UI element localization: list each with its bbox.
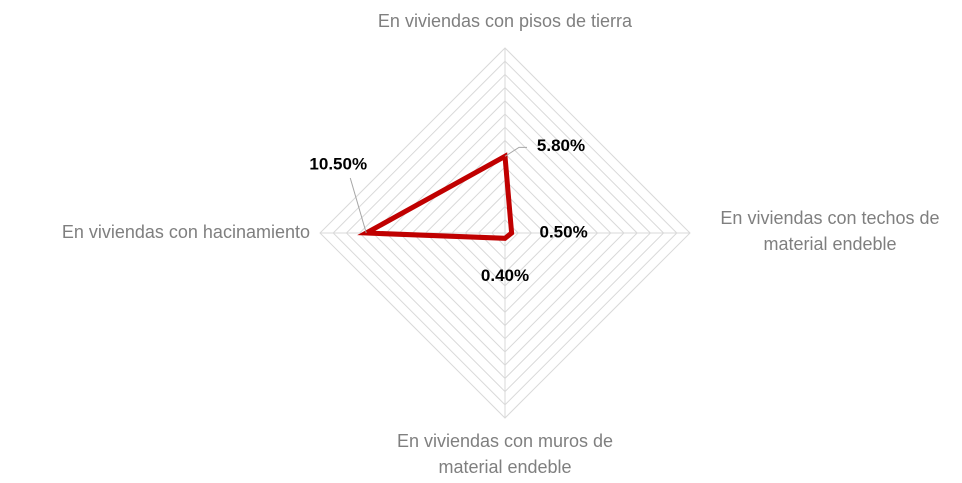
category-label: En viviendas con muros de material endeb… (396, 431, 614, 477)
category-label: En viviendas con techos de material ende… (720, 208, 940, 254)
leader-line (349, 177, 367, 234)
data-label: 0.40% (481, 266, 529, 285)
category-label: En viviendas con pisos de tierra (377, 11, 633, 31)
data-label: 5.80% (537, 136, 585, 155)
series-line (357, 152, 515, 241)
data-label: 0.50% (540, 222, 588, 241)
data-label: 10.50% (309, 154, 367, 173)
leader-line (504, 146, 527, 157)
category-label: En viviendas con hacinamiento (61, 222, 310, 242)
